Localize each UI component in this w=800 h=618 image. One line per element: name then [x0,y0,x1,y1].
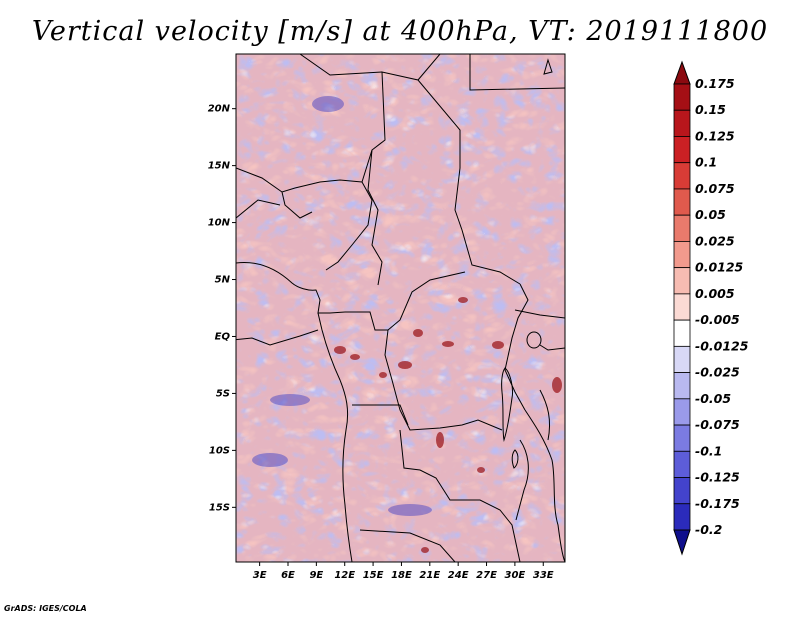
lon-tick-label: 6E [281,570,295,581]
colorbar-label: -0.175 [695,496,740,511]
colorbar-segment [673,319,691,347]
lon-tick-label: 33E [533,570,554,581]
colorbar-label: 0.05 [695,207,726,222]
chart-title: Vertical velocity [m/s] at 400hPa, VT: 2… [31,16,769,47]
lon-tick-label: 3E [253,570,267,581]
colorbar-label: -0.05 [695,391,731,406]
velocity-field [236,54,565,562]
lon-tick-label: 9E [309,570,323,581]
colorbar-segment [673,109,691,137]
colorbar-label: 0.005 [695,286,735,301]
lat-tick-label: 20N [208,104,231,115]
colorbar-label: 0.125 [695,128,735,143]
country-borders [236,54,565,562]
lon-tick-label: 15E [363,570,384,581]
colorbar-segment [673,345,691,373]
colorbar-label: 0.025 [695,233,735,248]
map-frame [235,53,566,563]
lat-tick-label: 15N [208,161,231,172]
colorbar-segment [673,136,691,164]
colorbar-bottom-arrow [673,529,691,556]
lat-tick-label: 10N [208,218,231,229]
colorbar-label: -0.125 [695,470,740,485]
credit-label: GrADS: IGES/COLA [4,604,87,613]
longitude-axis: 3E 6E 9E 12E 15E 18E 21E 24E 27E 30E 33E [253,562,554,581]
colorbar-label: -0.005 [695,312,740,327]
colorbar-label: -0.0125 [695,338,749,353]
colorbar-label: 0.1 [695,155,717,170]
colorbar-label: -0.2 [695,522,722,537]
colorbar-segment [673,188,691,216]
lat-tick-label: 5S [216,388,230,399]
colorbar-label: 0.175 [695,76,735,91]
colorbar-segment [673,372,691,400]
colorbar-segment [673,267,691,295]
colorbar-label: 0.15 [695,102,726,117]
colorbar-segment [673,398,691,426]
convective-cells [334,297,562,553]
colorbar-label: -0.075 [695,417,740,432]
lat-tick-label: 10S [209,445,230,456]
colorbar-segment [673,477,691,505]
colorbar: 0.175 0.15 0.125 0.1 0.075 0.05 0.025 0.0125 0.0… [673,60,749,556]
colorbar-segment [673,214,691,242]
lon-tick-label: 12E [334,570,355,581]
lon-tick-label: 30E [505,570,526,581]
lon-tick-label: 21E [419,570,440,581]
lat-tick-label: EQ [215,331,231,342]
colorbar-segment [673,162,691,190]
lon-tick-label: 27E [476,570,497,581]
subsidence-bands [252,96,432,516]
lakes [501,58,553,469]
colorbar-segment [673,83,691,111]
latitude-axis: 20N 15N 10N 5N EQ 5S 10S 15S [208,104,236,513]
lat-tick-label: 15S [209,502,230,513]
colorbar-segment [673,241,691,269]
lat-tick-label: 5N [215,275,231,286]
colorbar-segment [673,450,691,478]
colorbar-segment [673,293,691,321]
colorbar-label: -0.1 [695,443,722,458]
colorbar-label: 0.075 [695,181,735,196]
lon-tick-label: 18E [391,570,412,581]
colorbar-segment [673,424,691,452]
colorbar-label: -0.025 [695,365,740,380]
colorbar-label: 0.0125 [695,260,744,275]
colorbar-segment [673,503,691,531]
lon-tick-label: 24E [448,570,469,581]
colorbar-top-arrow [673,60,691,85]
